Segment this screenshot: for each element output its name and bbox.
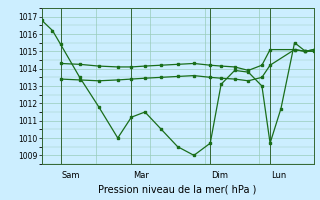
Text: Mar: Mar <box>133 171 148 180</box>
Text: Sam: Sam <box>62 171 81 180</box>
Text: Lun: Lun <box>271 171 287 180</box>
Text: Dim: Dim <box>212 171 228 180</box>
Text: Pression niveau de la mer( hPa ): Pression niveau de la mer( hPa ) <box>99 184 257 194</box>
